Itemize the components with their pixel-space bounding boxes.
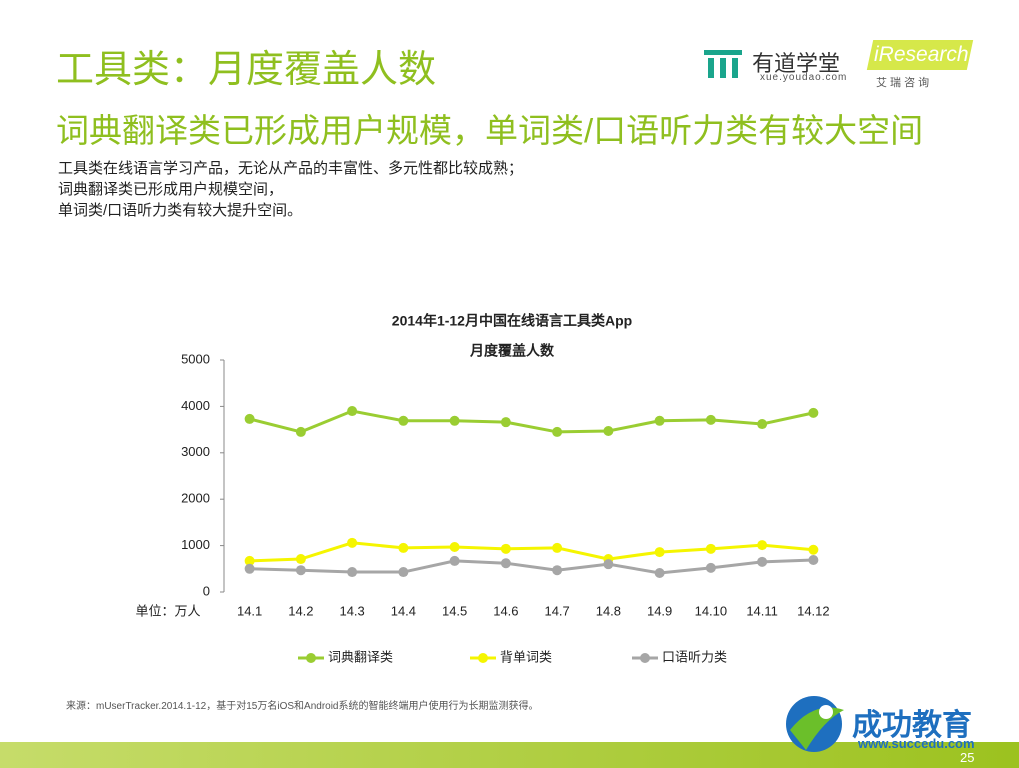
youdao-url: xue.youdao.com xyxy=(760,72,848,83)
slide-subtitle: 词典翻译类已形成用户规模，单词类/口语听力类有较大空间 xyxy=(56,112,924,149)
data-point xyxy=(757,419,768,430)
series-line xyxy=(249,541,814,563)
data-point xyxy=(552,542,563,553)
body-line: 单词类/口语听力类有较大提升空间。 xyxy=(58,202,303,219)
x-tick-label: 14.12 xyxy=(797,603,830,618)
data-point xyxy=(757,556,768,567)
x-tick-label: 14.10 xyxy=(695,603,728,618)
data-point xyxy=(808,554,819,565)
data-point xyxy=(347,406,358,417)
y-tick-label: 1000 xyxy=(181,537,210,552)
data-point xyxy=(244,413,255,424)
data-point xyxy=(500,543,511,554)
data-point xyxy=(449,541,460,552)
data-point xyxy=(398,542,409,553)
data-point xyxy=(757,540,768,551)
x-tick-label: 14.6 xyxy=(493,603,518,618)
legend-marker xyxy=(478,653,488,663)
data-point xyxy=(500,417,511,428)
x-tick-label: 14.2 xyxy=(288,603,313,618)
chart-title: 2014年1-12月中国在线语言工具类App xyxy=(392,313,632,329)
data-point xyxy=(705,543,716,554)
data-point xyxy=(500,558,511,569)
legend-label: 词典翻译类 xyxy=(328,649,393,664)
data-point xyxy=(654,567,665,578)
footer-band xyxy=(0,742,1019,768)
series-line xyxy=(249,409,814,434)
data-point xyxy=(244,555,255,566)
legend-label: 口语听力类 xyxy=(662,649,727,664)
series-line xyxy=(249,558,814,575)
slide-title: 工具类：月度覆盖人数 xyxy=(56,49,437,91)
y-tick-label: 0 xyxy=(203,583,210,598)
succedu-icon xyxy=(786,696,844,752)
data-point xyxy=(347,567,358,578)
x-tick-label: 14.4 xyxy=(391,603,416,618)
x-tick-label: 14.8 xyxy=(596,603,621,618)
data-point xyxy=(398,567,409,578)
page-number: 25 xyxy=(960,750,975,765)
y-tick-label: 4000 xyxy=(181,398,210,413)
data-point xyxy=(705,414,716,425)
y-tick-label: 2000 xyxy=(181,491,210,506)
data-point xyxy=(552,426,563,437)
data-point xyxy=(449,555,460,566)
x-tick-label: 14.5 xyxy=(442,603,467,618)
chart-subtitle: 月度覆盖人数 xyxy=(469,343,555,359)
data-point xyxy=(808,407,819,418)
succedu-logo: 成功教育 xyxy=(852,709,972,742)
youdao-icon xyxy=(704,50,742,78)
x-tick-label: 14.7 xyxy=(544,603,569,618)
body-line: 工具类在线语言学习产品，无论从产品的丰富性、多元性都比较成熟； xyxy=(58,160,524,177)
x-tick-label: 14.3 xyxy=(339,603,364,618)
data-point xyxy=(347,537,358,548)
data-point xyxy=(449,415,460,426)
x-tick-label: 14.1 xyxy=(237,603,262,618)
data-point xyxy=(398,415,409,426)
data-point xyxy=(603,425,614,436)
iresearch-logo: iResearch xyxy=(874,43,969,66)
y-tick-label: 3000 xyxy=(181,444,210,459)
legend-label: 背单词类 xyxy=(500,649,552,664)
legend-marker xyxy=(640,653,650,663)
data-point xyxy=(654,415,665,426)
data-point xyxy=(295,426,306,437)
y-tick-label: 5000 xyxy=(181,351,210,366)
body-line: 词典翻译类已形成用户规模空间， xyxy=(58,181,284,198)
y-unit: 单位：万人 xyxy=(135,603,200,618)
data-point xyxy=(603,559,614,570)
legend-marker xyxy=(306,653,316,663)
data-point xyxy=(705,562,716,573)
data-point xyxy=(808,544,819,555)
chart: 2014年1-12月中国在线语言工具类App 月度覆盖人数 0 1000 2000 300… xyxy=(135,313,830,665)
data-point xyxy=(295,565,306,576)
source-note: 来源：mUserTracker.2014.1-12，基于对15万名iOS和And… xyxy=(66,701,539,712)
data-point xyxy=(244,563,255,574)
data-point xyxy=(295,554,306,565)
x-tick-label: 14.11 xyxy=(746,603,778,618)
x-tick-label: 14.9 xyxy=(647,603,672,618)
data-point xyxy=(552,565,563,576)
data-point xyxy=(654,547,665,558)
youdao-logo: 有道学堂 xyxy=(752,51,841,76)
iresearch-cn: 艾 瑞 咨 询 xyxy=(876,77,930,89)
succedu-url: www.succedu.com xyxy=(858,736,975,751)
body-text: 工具类在线语言学习产品，无论从产品的丰富性、多元性都比较成熟； 词典翻译类已形成… xyxy=(58,158,523,221)
